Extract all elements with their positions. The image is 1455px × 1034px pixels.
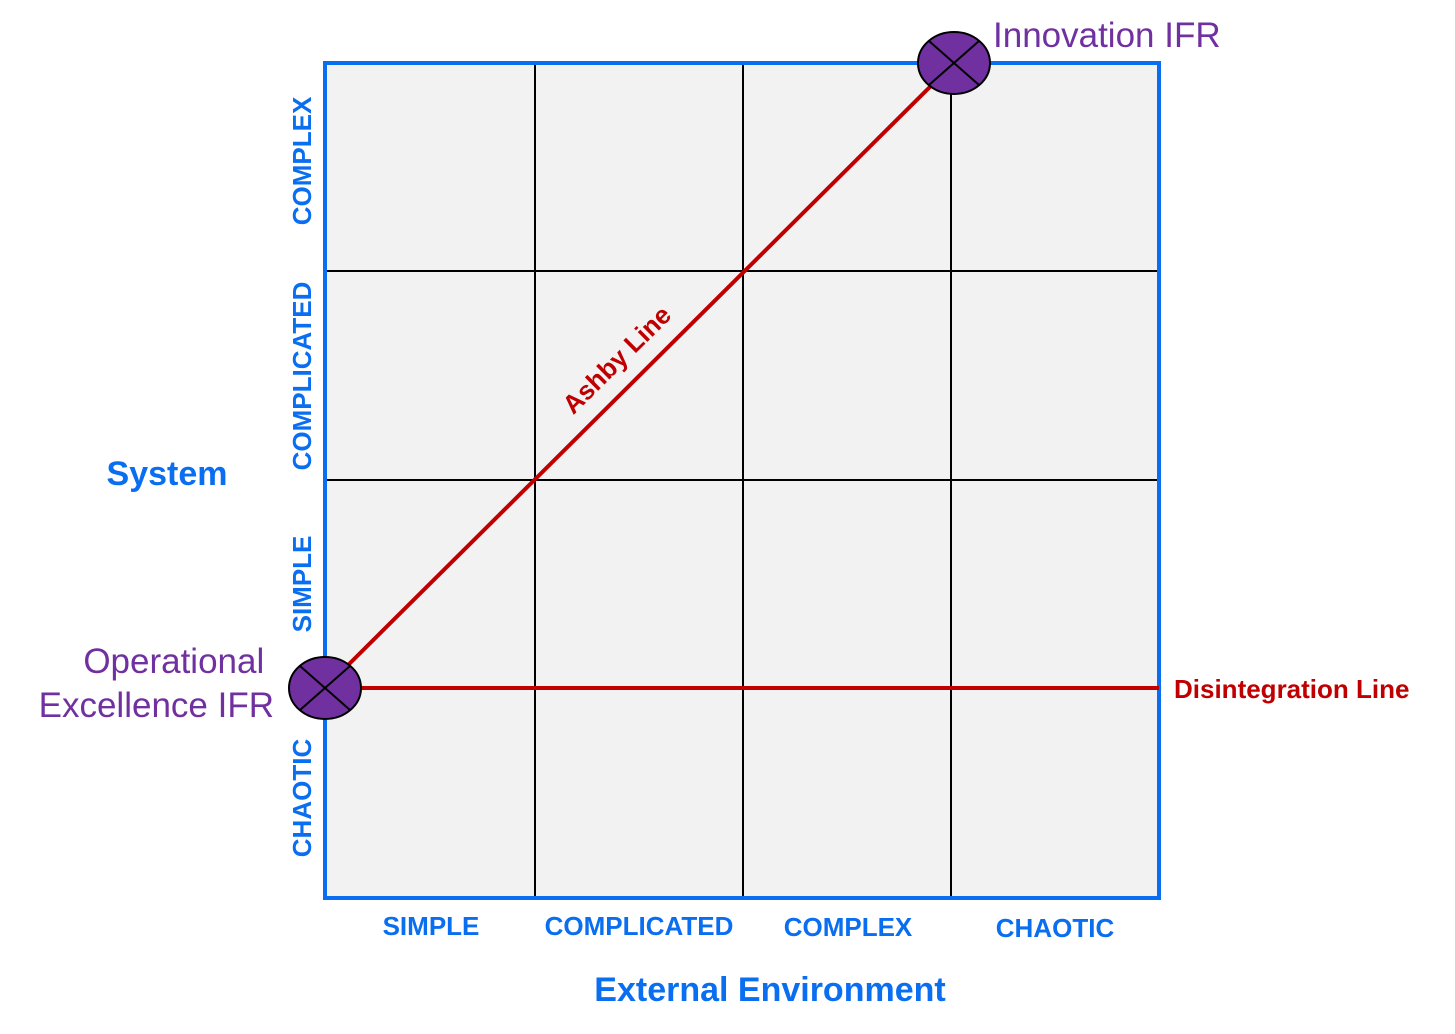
operational-ifr-marker [288,656,362,720]
x-category-chaotic: CHAOTIC [996,913,1115,943]
ashby-line [323,61,956,690]
x-category-complex: COMPLEX [784,912,913,942]
operational-ifr-label: Operational Excellence IFR [39,642,274,725]
y-category-simple: SIMPLE [287,536,317,633]
y-category-complex: COMPLEX [287,96,317,225]
y-category-complicated: COMPLICATED [287,282,317,471]
disintegration-line-label: Disintegration Line [1174,674,1409,704]
operational-ifr-label-line2: Excellence IFR [39,686,274,725]
x-category-simple: SIMPLE [383,911,480,941]
innovation-ifr-marker [917,31,991,95]
matrix-border [323,61,1161,900]
operational-ifr-label-line1: Operational [83,642,264,681]
x-axis-title: External Environment [594,971,945,1009]
y-category-chaotic: CHAOTIC [287,739,317,858]
y-axis-title: System [107,455,228,493]
x-category-complicated: COMPLICATED [545,911,734,941]
innovation-ifr-label: Innovation IFR [993,16,1221,55]
